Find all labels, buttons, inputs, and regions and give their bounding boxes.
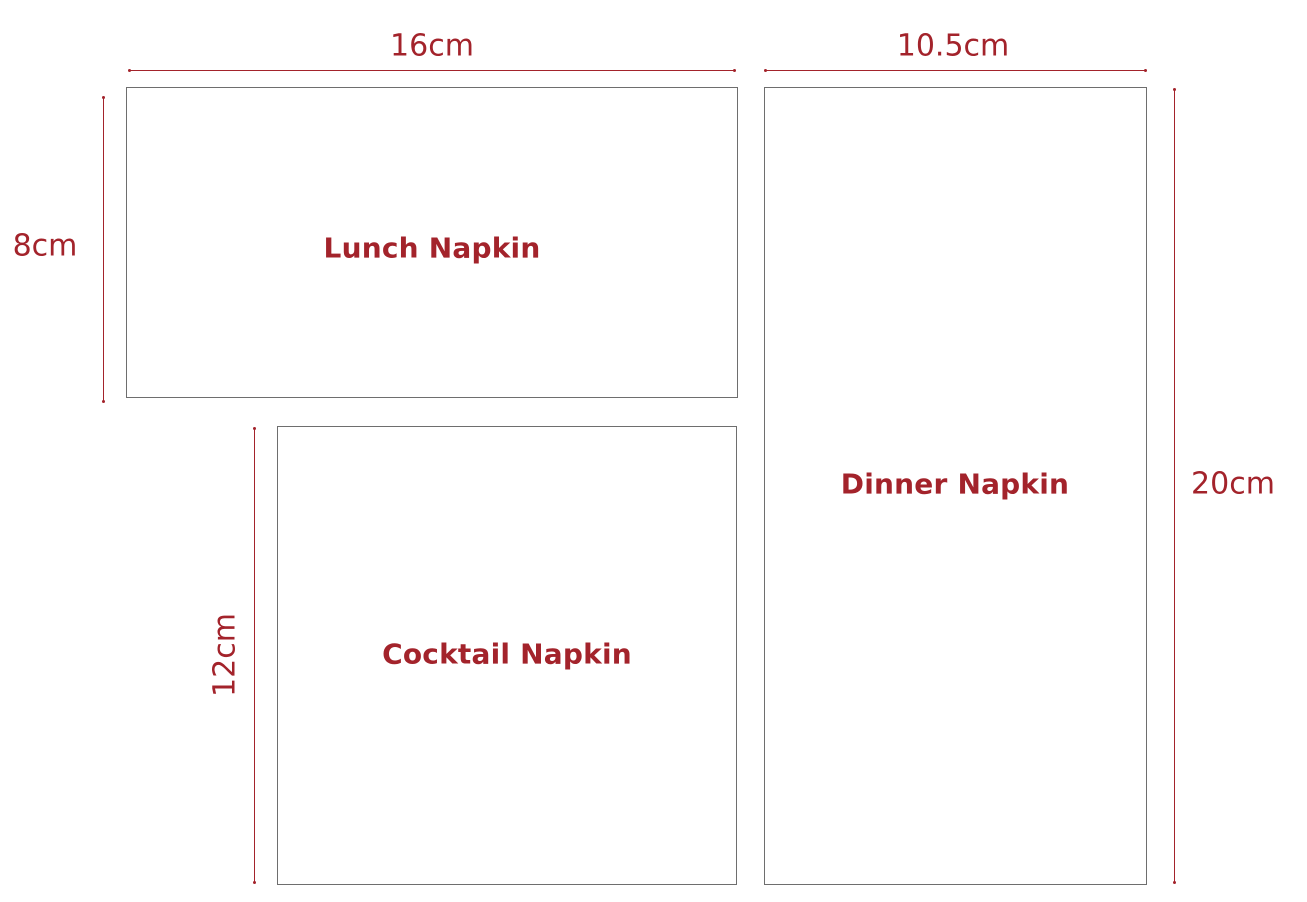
cocktail-height-start-marker: [253, 427, 256, 430]
lunch-width-dimension-line: [130, 70, 735, 71]
dinner-napkin-box: [764, 87, 1147, 885]
cocktail-height-dimension-line: [254, 429, 255, 883]
dinner-height-dimension-line: [1174, 90, 1175, 883]
dinner-width-dimension-line: [766, 70, 1146, 71]
cocktail-napkin-box: [277, 426, 737, 885]
dinner-width-start-marker: [764, 69, 767, 72]
lunch-width-label: 16cm: [390, 28, 474, 64]
dinner-height-label: 20cm: [1191, 466, 1275, 502]
lunch-height-dimension-line: [103, 98, 104, 402]
cocktail-height-end-marker: [253, 881, 256, 884]
dinner-height-start-marker: [1173, 88, 1176, 91]
lunch-width-start-marker: [128, 69, 131, 72]
lunch-height-end-marker: [102, 400, 105, 403]
dinner-napkin-label: Dinner Napkin: [840, 467, 1070, 501]
cocktail-height-label: 12cm: [207, 613, 243, 697]
dinner-width-label: 10.5cm: [896, 28, 1010, 64]
lunch-width-end-marker: [733, 69, 736, 72]
lunch-height-label: 8cm: [12, 228, 78, 264]
dinner-height-end-marker: [1173, 881, 1176, 884]
lunch-napkin-box: [126, 87, 738, 398]
lunch-napkin-label: Lunch Napkin: [323, 231, 541, 265]
lunch-height-start-marker: [102, 96, 105, 99]
dinner-width-end-marker: [1144, 69, 1147, 72]
cocktail-napkin-label: Cocktail Napkin: [382, 637, 632, 671]
